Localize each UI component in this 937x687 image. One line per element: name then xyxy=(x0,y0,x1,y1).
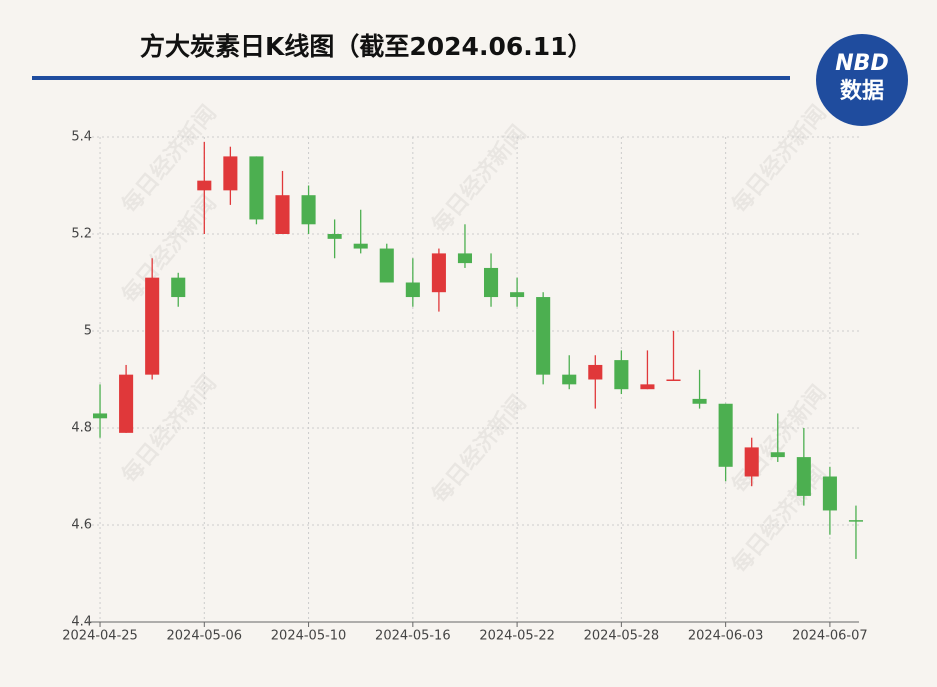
y-tick-label: 5.4 xyxy=(71,130,92,145)
candle-body xyxy=(92,413,108,419)
x-tick-label: 2024-05-22 xyxy=(479,629,555,644)
candle-body xyxy=(796,457,811,496)
candle-body xyxy=(510,292,525,298)
x-tick-label: 2024-05-16 xyxy=(375,629,451,644)
candle-body xyxy=(588,364,603,380)
x-tick-label: 2024-06-03 xyxy=(688,629,764,644)
candle-body xyxy=(171,277,186,298)
candle-body xyxy=(223,156,238,191)
candle-body xyxy=(718,403,733,467)
x-tick-label: 2024-06-07 xyxy=(792,629,868,644)
title-underline xyxy=(32,76,790,80)
watermark: 每日经济新闻 xyxy=(727,100,832,218)
candle-body xyxy=(301,195,316,225)
logo-text: NBD xyxy=(835,51,888,76)
candle-body xyxy=(405,282,420,298)
candle-body xyxy=(614,360,629,390)
candle-body xyxy=(457,253,473,264)
watermark: 每日经济新闻 xyxy=(427,120,532,238)
candle-body xyxy=(770,452,785,458)
logo-text: 数据 xyxy=(840,78,884,104)
candle-body xyxy=(379,248,394,283)
x-tick-label: 2024-05-06 xyxy=(167,629,243,644)
candle-body xyxy=(249,156,264,220)
candle-body xyxy=(483,267,499,298)
candle-body xyxy=(822,476,837,511)
y-tick-label: 4.8 xyxy=(71,421,92,436)
candle-body xyxy=(327,234,342,239)
chart-title: 方大炭素日K线图（截至2024.06.11） xyxy=(140,32,593,61)
candle-body xyxy=(431,253,446,293)
x-tick-label: 2024-05-28 xyxy=(584,629,660,644)
candle-body xyxy=(119,374,134,433)
candle-body xyxy=(692,398,707,404)
watermark: 每日经济新闻 xyxy=(427,390,532,508)
candle-body xyxy=(197,180,212,191)
candle-body xyxy=(275,195,290,234)
x-tick-label: 2024-04-25 xyxy=(62,629,138,644)
x-tick-label: 2024-05-10 xyxy=(271,629,347,644)
candle-body xyxy=(145,277,160,375)
candle-body xyxy=(562,374,577,385)
y-tick-label: 5.2 xyxy=(71,227,92,242)
candle-body xyxy=(353,243,368,249)
candle-body xyxy=(848,520,864,522)
logo xyxy=(816,34,908,126)
candle-body xyxy=(640,384,655,390)
y-tick-label: 4.6 xyxy=(71,518,92,533)
candle-body xyxy=(666,379,681,381)
candle-body xyxy=(744,447,759,477)
candle-body xyxy=(536,297,551,375)
y-tick-label: 4.4 xyxy=(71,615,92,630)
